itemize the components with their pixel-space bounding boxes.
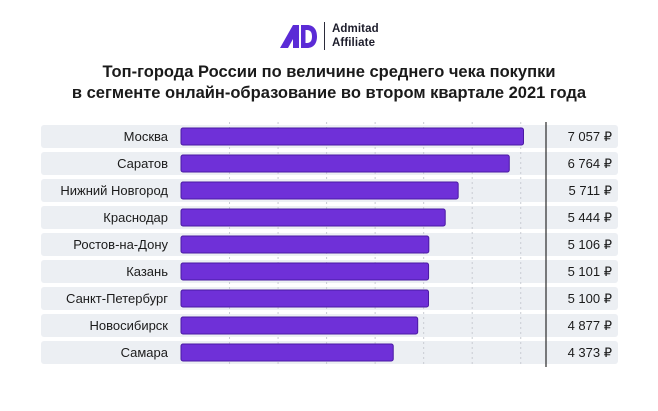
category-label: Саратов — [117, 156, 168, 171]
value-label: 6 764 ₽ — [568, 156, 612, 171]
bar — [180, 343, 394, 362]
logo-separator — [324, 22, 325, 50]
category-label: Краснодар — [103, 210, 168, 225]
chart-title-line-2: в сегменте онлайн-образование во втором … — [71, 84, 587, 102]
value-label: 4 877 ₽ — [568, 318, 612, 333]
value-label: 5 444 ₽ — [568, 210, 612, 225]
chart-title: Топ-города России по величине среднего ч… — [0, 62, 658, 104]
value-label: 4 373 ₽ — [568, 345, 612, 360]
logo-line-2: Affiliate — [332, 37, 376, 49]
bar — [180, 235, 430, 254]
value-label: 7 057 ₽ — [568, 129, 612, 144]
bar — [180, 262, 430, 281]
bar — [180, 208, 446, 227]
category-label: Москва — [124, 129, 169, 144]
logo-wordmark: Admitad Affiliate — [332, 22, 379, 50]
category-label: Санкт-Петербург — [66, 291, 168, 306]
bar — [180, 181, 459, 200]
value-label: 5 101 ₽ — [568, 264, 612, 279]
bar — [180, 127, 524, 146]
category-label: Казань — [126, 264, 168, 279]
category-label: Нижний Новгород — [60, 183, 168, 198]
admitad-logo-icon — [280, 25, 317, 48]
bar — [180, 154, 510, 173]
bar — [180, 316, 419, 335]
category-label: Ростов-на-Дону — [73, 237, 168, 252]
chart-title-line-1: Топ-города России по величине среднего ч… — [102, 63, 556, 81]
brand-logo: Admitad Affiliate — [278, 18, 379, 54]
category-label: Самара — [121, 345, 169, 360]
value-label: 5 106 ₽ — [568, 237, 612, 252]
logo-line-1: Admitad — [332, 23, 379, 35]
category-label: Новосибирск — [90, 318, 169, 333]
bar — [180, 289, 430, 308]
value-label: 5 711 ₽ — [569, 183, 612, 198]
value-label: 5 100 ₽ — [568, 291, 612, 306]
